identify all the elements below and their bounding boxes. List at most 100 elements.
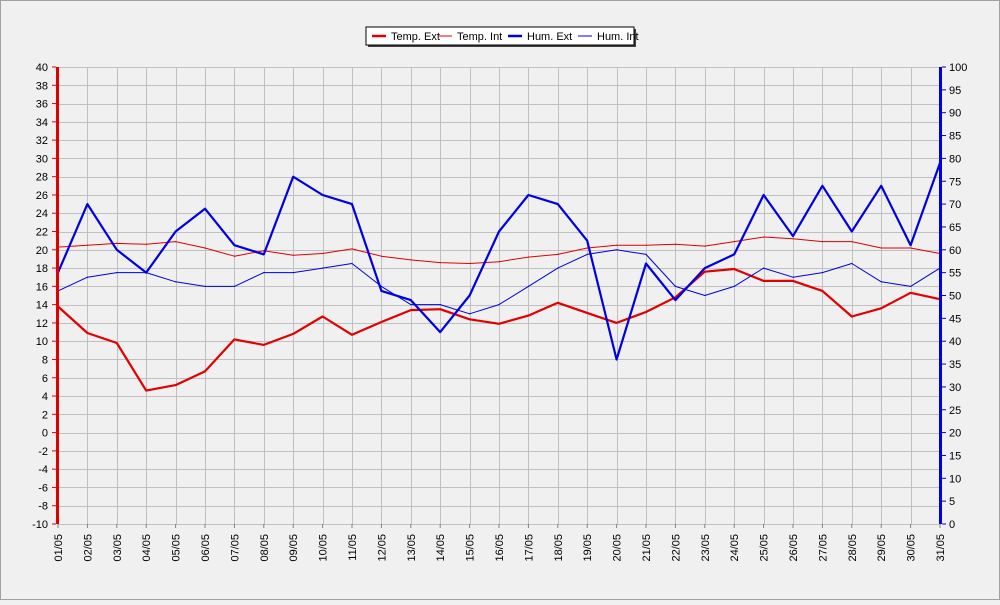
- left-tick-label: 30: [36, 153, 48, 165]
- x-tick-label: 05/05: [171, 534, 183, 562]
- data-point-hum-int: [557, 267, 559, 269]
- left-tick-label: 32: [36, 135, 48, 147]
- right-tick-label: 10: [949, 473, 961, 485]
- data-point-hum-ext: [910, 244, 912, 246]
- data-point-hum-int: [322, 267, 324, 269]
- legend-label: Temp. Ext: [391, 31, 440, 43]
- x-tick-label: 13/05: [406, 534, 418, 562]
- data-point-hum-ext: [674, 299, 677, 301]
- left-tick-label: -2: [38, 446, 48, 458]
- x-tick-label: 23/05: [700, 534, 712, 562]
- data-point-hum-int: [674, 285, 677, 287]
- left-tick-label: 8: [42, 354, 48, 366]
- x-tick-label: 08/05: [259, 534, 271, 562]
- right-tick-label: 100: [949, 62, 967, 74]
- data-point-temp-ext: [233, 338, 235, 340]
- data-point-temp-ext: [851, 315, 853, 318]
- right-tick-label: 20: [949, 428, 961, 440]
- data-point-temp-ext: [674, 296, 677, 298]
- data-point-temp-int: [351, 248, 353, 250]
- left-tick-label: 26: [36, 190, 48, 202]
- data-point-temp-int: [175, 241, 177, 243]
- left-tick-label: 14: [36, 300, 48, 312]
- data-point-temp-ext: [704, 271, 706, 273]
- left-tick-label: 36: [36, 99, 48, 111]
- x-tick-label: 28/05: [847, 534, 859, 562]
- left-tick-label: 38: [36, 80, 48, 92]
- x-tick-label: 15/05: [465, 534, 477, 562]
- data-point-temp-ext: [292, 333, 294, 335]
- data-point-temp-int: [674, 243, 677, 245]
- right-tick-label: 80: [949, 153, 961, 165]
- data-point-temp-int: [410, 259, 412, 261]
- data-point-hum-ext: [557, 203, 559, 205]
- left-tick-label: 12: [36, 318, 48, 330]
- x-tick-label: 10/05: [318, 534, 330, 562]
- data-point-hum-int: [233, 285, 235, 287]
- x-tick-label: 24/05: [729, 534, 741, 562]
- data-point-temp-ext: [527, 315, 530, 317]
- left-tick-label: 6: [42, 373, 48, 385]
- data-point-hum-ext: [410, 299, 412, 301]
- data-point-hum-int: [910, 285, 912, 287]
- data-point-hum-ext: [704, 267, 706, 269]
- data-point-hum-ext: [498, 230, 500, 233]
- data-point-hum-ext: [733, 253, 735, 255]
- data-point-hum-int: [763, 267, 765, 269]
- left-tick-label: 2: [42, 409, 48, 421]
- data-point-hum-int: [851, 262, 853, 265]
- grid-lines: [58, 67, 941, 525]
- x-tick-label: 26/05: [788, 534, 800, 562]
- data-point-hum-ext: [380, 290, 382, 292]
- data-point-temp-ext: [616, 322, 618, 324]
- x-tick-label: 18/05: [553, 534, 565, 562]
- data-point-temp-int: [880, 247, 882, 249]
- data-point-temp-ext: [821, 290, 824, 292]
- right-tick-label: 60: [949, 245, 961, 257]
- legend: Temp. Ext Temp. Int Hum. Ext Hum. Int: [365, 26, 639, 47]
- data-point-temp-int: [116, 242, 118, 244]
- data-point-temp-ext: [910, 292, 912, 294]
- data-point-hum-int: [116, 272, 118, 274]
- data-point-hum-int: [880, 281, 882, 283]
- data-point-hum-int: [380, 285, 382, 287]
- right-axis-ticks: 0 5 10 15 20 25 30 35 40 45 50 55 60 65 70 75 80 85 90 95 10…: [942, 62, 967, 531]
- data-point-temp-ext: [645, 311, 647, 313]
- data-point-hum-int: [175, 281, 177, 283]
- data-point-temp-int: [792, 238, 794, 240]
- data-point-temp-int: [439, 262, 441, 264]
- left-tick-label: 20: [36, 245, 48, 257]
- data-point-hum-ext: [292, 176, 294, 178]
- data-point-hum-ext: [880, 185, 882, 187]
- data-point-temp-ext: [204, 370, 206, 372]
- data-point-hum-int: [821, 272, 824, 274]
- data-point-temp-int: [233, 255, 235, 257]
- data-point-temp-int: [527, 256, 530, 258]
- left-tick-label: 22: [36, 227, 48, 239]
- x-tick-label: 31/05: [935, 534, 947, 562]
- x-tick-label: 01/05: [53, 534, 65, 562]
- data-point-hum-ext: [616, 358, 618, 361]
- data-point-temp-ext: [880, 307, 882, 309]
- data-point-hum-ext: [439, 331, 441, 333]
- x-tick-label: 07/05: [229, 534, 241, 562]
- data-point-temp-ext: [322, 315, 324, 318]
- left-tick-label: 28: [36, 172, 48, 184]
- right-tick-label: 85: [949, 131, 961, 143]
- data-point-temp-int: [586, 247, 588, 249]
- data-point-hum-ext: [645, 262, 647, 265]
- x-tick-label: 14/05: [435, 534, 447, 562]
- data-point-hum-ext: [851, 230, 853, 233]
- x-tick-label: 16/05: [494, 534, 506, 562]
- x-tick-label: 27/05: [817, 534, 829, 562]
- data-point-temp-int: [763, 236, 765, 238]
- data-point-temp-ext: [351, 334, 353, 336]
- x-tick-label: 20/05: [612, 534, 624, 562]
- x-tick-label: 11/05: [347, 534, 359, 561]
- data-point-temp-ext: [263, 344, 265, 346]
- x-tick-label: 06/05: [200, 534, 212, 562]
- left-tick-label: 4: [42, 391, 48, 403]
- data-point-temp-int: [322, 252, 324, 255]
